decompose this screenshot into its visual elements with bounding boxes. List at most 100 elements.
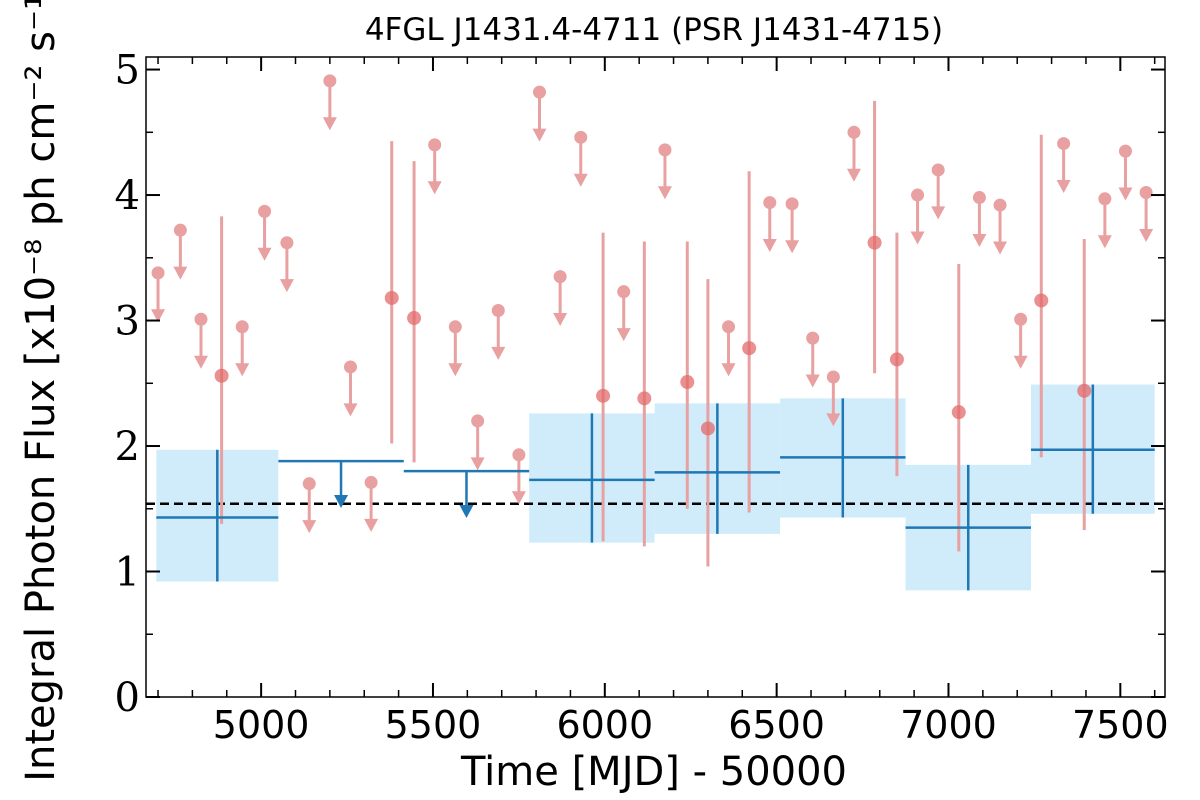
upper-limit-point — [533, 85, 547, 99]
upper-limit-point — [1139, 186, 1153, 200]
y-tick-label: 5 — [115, 48, 140, 94]
upper-limit-point — [428, 138, 442, 152]
upper-limit-arrow — [302, 520, 317, 534]
upper-limit-arrow — [785, 240, 800, 254]
upper-limit-arrow — [491, 346, 506, 360]
upper-limit-arrow — [573, 173, 588, 187]
upper-limit-arrow — [721, 363, 736, 377]
long-bin-series — [156, 384, 1155, 591]
upper-limit-arrow — [805, 374, 820, 388]
x-tick-label: 5000 — [213, 703, 310, 747]
x-axis-label: Time [MJD] - 50000 — [460, 749, 847, 795]
upper-limit-point — [993, 198, 1007, 212]
upper-limit-arrow — [1139, 228, 1154, 242]
upper-limit-arrow — [993, 241, 1008, 255]
upper-limit-arrow — [1118, 187, 1133, 201]
short-bin-point — [951, 405, 966, 420]
x-tick-label: 7000 — [900, 703, 997, 747]
short-bin-point — [1034, 293, 1049, 308]
upper-limit-point — [785, 197, 799, 211]
upper-limit-arrow — [343, 403, 358, 417]
upper-limit-point — [151, 266, 165, 280]
y-tick-label: 0 — [115, 675, 140, 721]
upper-limit-point — [235, 320, 249, 334]
y-tick-label: 4 — [115, 173, 140, 219]
upper-limit-arrow — [193, 355, 208, 369]
upper-limit-arrow — [762, 239, 777, 252]
upper-limit-point — [364, 475, 378, 489]
upper-limit-arrow — [657, 186, 672, 200]
upper-limit-point — [323, 74, 337, 88]
upper-limit-point — [448, 320, 462, 334]
y-tick-label: 2 — [115, 424, 140, 470]
upper-limit-point — [806, 331, 820, 345]
upper-limit-point — [1057, 137, 1071, 151]
upper-limit-arrow — [173, 266, 188, 280]
chart-title: 4FGL J1431.4-4711 (PSR J1431-4715) — [365, 12, 943, 48]
upper-limit-arrow — [931, 206, 946, 220]
upper-limit-point — [972, 191, 986, 205]
short-bin-point — [407, 311, 422, 326]
y-tick-label: 3 — [115, 299, 140, 345]
upper-limit-arrow — [235, 363, 250, 377]
upper-limit-point — [1098, 192, 1112, 206]
short-bin-point — [384, 290, 399, 305]
upper-limit-arrow — [322, 117, 337, 131]
short-bin-point — [1077, 383, 1092, 398]
upper-limit-arrow — [151, 309, 166, 323]
axis-ticks — [146, 57, 1165, 698]
long-bin-ul-arrow — [334, 495, 349, 508]
upper-limit-point — [471, 414, 485, 428]
upper-limit-point — [302, 477, 316, 491]
y-tick-labels: 0 1 2 3 4 5 — [115, 48, 140, 721]
upper-limit-arrow — [1097, 235, 1112, 249]
short-bin-point — [214, 368, 229, 383]
short-bin-point — [700, 421, 715, 436]
x-tick-label: 5500 — [385, 703, 482, 747]
upper-limit-arrow — [1013, 355, 1028, 369]
upper-limit-point — [826, 370, 840, 384]
upper-limit-point — [658, 143, 672, 157]
upper-limit-point — [722, 320, 736, 334]
upper-limit-point — [173, 223, 187, 237]
upper-limit-arrow — [257, 247, 272, 261]
upper-limit-point — [763, 196, 777, 210]
upper-limit-arrow — [910, 231, 925, 245]
upper-limit-arrow — [427, 181, 442, 195]
upper-limit-arrow — [448, 363, 463, 377]
upper-limit-point — [911, 188, 925, 202]
upper-limit-point — [574, 130, 588, 144]
upper-limit-arrow — [532, 128, 547, 142]
upper-limit-arrow — [470, 457, 485, 471]
upper-limit-arrow — [972, 233, 987, 247]
upper-limit-arrow — [511, 491, 526, 505]
x-tick-labels: 5000 5500 6000 6500 7000 7500 — [213, 703, 1169, 747]
upper-limit-point — [553, 270, 567, 284]
upper-limit-point — [280, 236, 294, 250]
upper-limit-arrow — [846, 168, 861, 182]
plot-frame — [145, 56, 1166, 698]
upper-limit-point — [491, 303, 505, 317]
upper-limit-point — [512, 448, 526, 462]
upper-limit-arrow — [553, 313, 568, 327]
short-bin-point — [867, 235, 882, 250]
upper-limit-arrow — [1056, 180, 1071, 194]
upper-limit-arrow — [364, 518, 379, 532]
upper-limit-arrow — [616, 328, 631, 342]
short-bin-point — [889, 352, 904, 367]
upper-limit-point — [617, 285, 631, 299]
y-tick-label: 1 — [115, 550, 140, 596]
upper-limit-point — [343, 360, 357, 374]
short-bin-series — [151, 74, 1154, 567]
x-tick-label: 7500 — [1072, 703, 1169, 747]
upper-limit-point — [847, 125, 861, 139]
short-bin-point — [742, 341, 757, 356]
upper-limit-point — [194, 312, 208, 326]
short-bin-point — [637, 391, 652, 406]
upper-limit-arrow — [279, 279, 294, 293]
x-tick-label: 6500 — [728, 703, 825, 747]
upper-limit-point — [258, 204, 272, 218]
short-bin-point — [680, 375, 695, 390]
upper-limit-point — [1118, 144, 1132, 158]
